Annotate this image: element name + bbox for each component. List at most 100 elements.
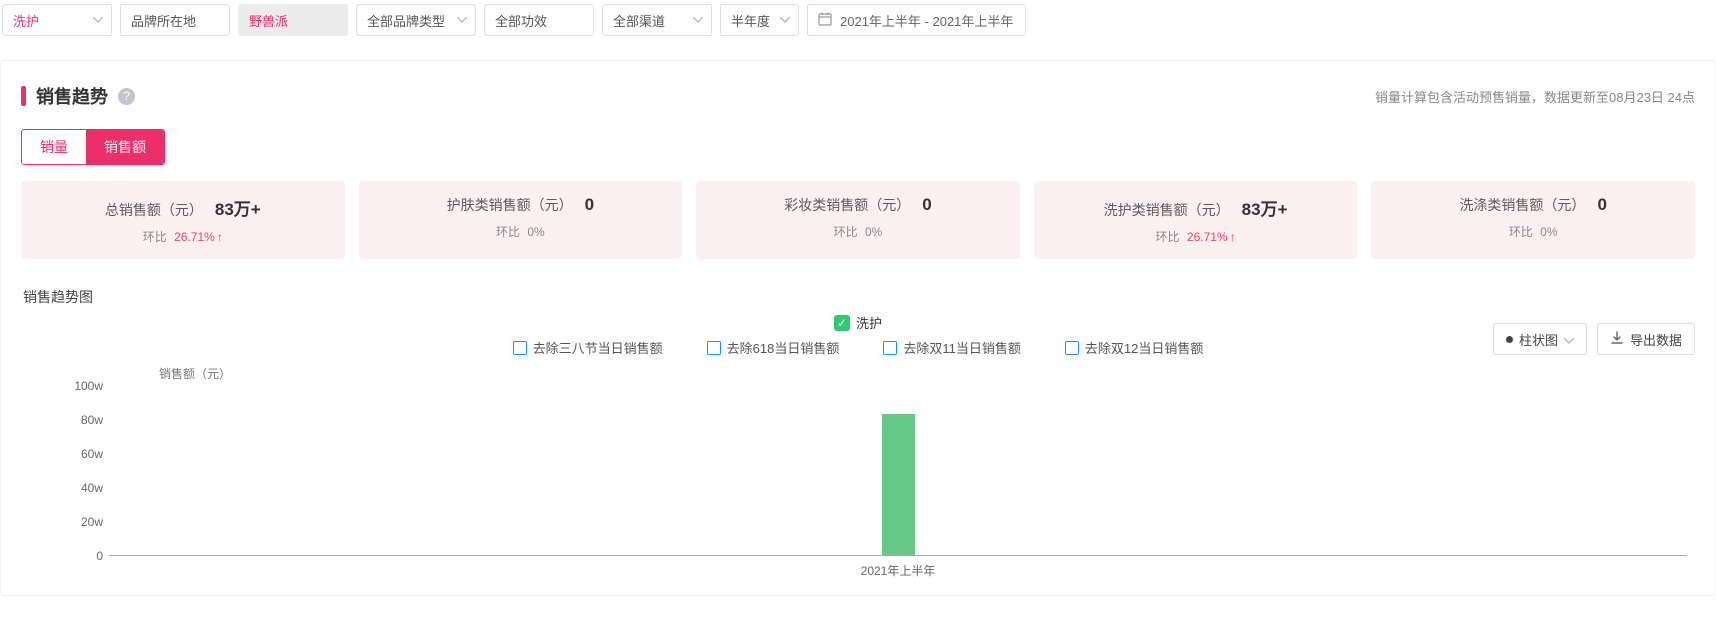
y-tick-label: 60w [81,447,103,461]
metric-name: 洗护类销售额（元） [1104,200,1230,220]
filter-channel[interactable]: 全部渠道 [602,4,712,36]
metric-card[interactable]: 总销售额（元） 83万+ 环比 26.71%↑ [21,181,345,259]
metric-value: 83万+ [1242,195,1288,220]
y-tick-label: 40w [81,481,103,495]
filter-category[interactable]: 洗护 [2,4,112,36]
chart-toolbar: 柱状图 导出数据 [1493,323,1695,355]
metric-card[interactable]: 洗护类销售额（元） 83万+ 环比 26.71%↑ [1034,181,1358,259]
legend-exclude-label: 去除双11当日销售额 [903,338,1021,357]
filter-brand-region[interactable]: 品牌所在地 [120,4,230,36]
panel-title: 销售趋势 [36,83,108,109]
legend-exclude-checkbox[interactable]: 去除618当日销售额 [707,338,840,357]
y-axis: 020w40w60w80w100w [29,386,109,556]
metric-sub-label: 环比 [1509,225,1533,239]
sales-trend-panel: 销售趋势 ? 销量计算包含活动预售销量，数据更新至08月23日 24点 销量 销… [0,60,1716,596]
panel-title-wrap: 销售趋势 ? [21,83,135,109]
seg-volume[interactable]: 销量 [22,130,86,164]
metric-delta: 26.71%↑ [171,230,223,244]
y-tick-label: 100w [74,379,103,393]
metric-delta: 0% [524,225,545,239]
metric-name: 彩妆类销售额（元） [784,195,910,215]
plot-area [109,386,1687,556]
filter-brand-region-label: 品牌所在地 [131,11,196,30]
chevron-down-icon [1564,332,1574,347]
metric-card[interactable]: 洗涤类销售额（元） 0 环比 0% [1371,181,1695,259]
metric-card[interactable]: 彩妆类销售额（元） 0 环比 0% [696,181,1020,259]
metric-value: 0 [1597,195,1606,215]
chevron-down-icon [693,17,703,23]
legend-exclude-label: 去除双12当日销售额 [1085,338,1203,357]
checkbox-unchecked-icon [883,341,897,355]
checkbox-unchecked-icon [707,341,721,355]
arrow-up-icon: ↑ [217,230,223,244]
legend-series-chip[interactable]: ✓ 洗护 [830,313,886,332]
chart-type-label: 柱状图 [1519,330,1558,349]
metric-name: 护肤类销售额（元） [447,195,573,215]
chevron-down-icon [93,17,103,23]
legend-row: ✓ 洗护 去除三八节当日销售额 去除618当日销售额 去除双11当日销售额 去除双12… [21,313,1695,365]
metric-delta: 0% [1537,225,1558,239]
checkbox-unchecked-icon [513,341,527,355]
metric-sub-label: 环比 [834,225,858,239]
legend-exclude-checkbox[interactable]: 去除三八节当日销售额 [513,338,663,357]
chart-type-select[interactable]: 柱状图 [1493,323,1587,355]
metric-segmented: 销量 销售额 [21,129,165,165]
filter-date-range[interactable]: 2021年上半年 - 2021年上半年 [807,4,1026,36]
filter-bar: 洗护 品牌所在地 野兽派 全部品牌类型 全部功效 全部渠道 半年度 2021年上… [0,0,1716,42]
help-icon[interactable]: ? [118,88,135,105]
bar[interactable] [882,414,915,555]
checkbox-checked-icon: ✓ [834,315,850,331]
metric-sub-label: 环比 [143,230,167,244]
calendar-icon [818,12,832,29]
download-icon [1610,331,1624,348]
legend-checks: 去除三八节当日销售额 去除618当日销售额 去除双11当日销售额 去除双12当日销售额 [21,338,1695,357]
filter-brand-type-label: 全部品牌类型 [367,11,445,30]
filter-effect-label: 全部功效 [495,11,547,30]
chevron-down-icon [457,17,467,23]
title-accent-bar [21,86,26,106]
filter-brand[interactable]: 野兽派 [238,4,348,36]
legend-exclude-label: 去除618当日销售额 [727,338,840,357]
legend-exclude-checkbox[interactable]: 去除双11当日销售额 [883,338,1021,357]
filter-channel-label: 全部渠道 [613,11,665,30]
legend-series-label: 洗护 [856,313,882,332]
chart-section-title: 销售趋势图 [23,287,1695,307]
metric-sub-label: 环比 [1156,230,1180,244]
chevron-down-icon [780,17,790,23]
filter-period-gran-label: 半年度 [731,11,770,30]
x-tick-label: 2021年上半年 [109,562,1687,579]
metrics-row: 总销售额（元）83万+环比 26.71%↑护肤类销售额（元）0环比 0%彩妆类销… [21,181,1695,259]
filter-period-gran[interactable]: 半年度 [720,4,799,36]
y-tick-label: 0 [96,549,103,563]
checkbox-unchecked-icon [1065,341,1079,355]
filter-date-range-label: 2021年上半年 - 2021年上半年 [840,11,1013,30]
metric-name: 洗涤类销售额（元） [1459,195,1585,215]
metric-sub: 环比 26.71%↑ [1044,228,1348,245]
y-axis-title: 销售额（元） [159,365,1687,382]
chart-wrap: 销售额（元） 0 20w 40w 60w 80w 100w 2021年上半年 [21,365,1695,579]
metric-delta: 0% [862,225,883,239]
panel-header: 销售趋势 ? 销量计算包含活动预售销量，数据更新至08月23日 24点 [21,83,1695,109]
arrow-up-icon: ↑ [1230,230,1236,244]
metric-sub: 环比 0% [1381,223,1685,240]
metric-card[interactable]: 护肤类销售额（元） 0 环比 0% [359,181,683,259]
export-button[interactable]: 导出数据 [1597,323,1695,355]
filter-brand-label: 野兽派 [249,11,288,30]
x-axis: 2021年上半年 [109,556,1687,579]
seg-revenue[interactable]: 销售额 [86,130,164,164]
metric-sub-label: 环比 [496,225,520,239]
legend-center: ✓ 洗护 去除三八节当日销售额 去除618当日销售额 去除双11当日销售额 去除双12… [21,313,1695,357]
metric-sub: 环比 0% [369,223,673,240]
metric-value: 0 [922,195,931,215]
metric-sub: 环比 26.71%↑ [31,228,335,245]
dot-icon [1506,336,1513,343]
metric-delta: 26.71%↑ [1184,230,1236,244]
filter-effect[interactable]: 全部功效 [484,4,594,36]
y-tick-label: 80w [81,413,103,427]
filter-brand-type[interactable]: 全部品牌类型 [356,4,476,36]
legend-exclude-checkbox[interactable]: 去除双12当日销售额 [1065,338,1203,357]
metric-value: 83万+ [215,195,261,220]
metric-value: 0 [585,195,594,215]
y-tick-label: 20w [81,515,103,529]
metric-name: 总销售额（元） [105,200,203,220]
